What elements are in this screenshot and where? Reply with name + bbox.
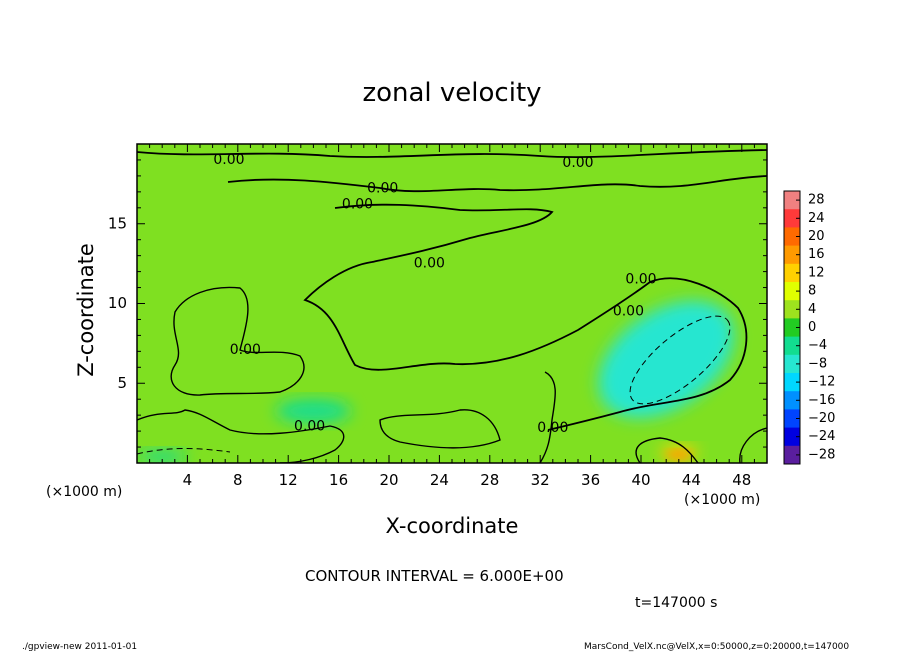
colorbar-label: 24 [808, 211, 825, 226]
contour-label: 0.00 [213, 152, 244, 168]
colorbar-swatch [784, 209, 800, 228]
x-axis-ticks: 4 8 12 16 20 24 28 32 36 40 44 48 [136, 144, 768, 489]
x-tick-label: 12 [279, 471, 298, 489]
footer-program: ./gpview-new 2011-01-01 [22, 642, 138, 652]
contour-label: 0.00 [562, 155, 593, 171]
x-tick-label: 24 [430, 471, 449, 489]
colorbar-label: 16 [808, 247, 825, 262]
contour-line [739, 427, 767, 463]
time-label: t=147000 s [635, 595, 718, 611]
x-tick-label: 40 [631, 471, 650, 489]
y-axis-ticks: 5 10 15 [108, 143, 767, 464]
field-region-core [665, 450, 693, 459]
field-region-negative [598, 300, 734, 418]
colorbar-swatch [784, 373, 800, 392]
colorbar-swatch [784, 227, 800, 247]
plot-area: 0.00 0.000.000.000.000.000.000.000.00 0.00 [137, 144, 767, 463]
colorbar-label: −28 [808, 447, 835, 462]
footer-source: MarsCond_VelX.nc@VelX,x=0:50000,z=0:2000… [584, 642, 850, 652]
x-tick-label: 28 [480, 471, 499, 489]
contour-lines [137, 149, 767, 463]
chart-title: zonal velocity [362, 78, 542, 108]
contour-line [635, 437, 699, 463]
colorbar-label: 0 [808, 320, 816, 335]
colorbar-swatch [784, 282, 800, 301]
colorbar-swatch [784, 445, 800, 465]
contour-label: 0.00 [625, 272, 656, 288]
contour-labels: 0.00 0.000.000.000.000.000.000.000.00 0.00 [213, 152, 656, 436]
colorbar-label: −24 [808, 429, 835, 444]
colorbar-swatch [784, 318, 800, 338]
contour-label: 0.00 [294, 418, 325, 434]
colorbar-swatch [784, 336, 800, 356]
colorbar-swatch [784, 263, 800, 283]
x-tick-label: 20 [379, 471, 398, 489]
colorbar-swatch [784, 427, 800, 447]
x-tick-label: 44 [682, 471, 701, 489]
contour-line [379, 409, 501, 449]
colorbar-label: −20 [808, 411, 835, 426]
colorbar-swatch [784, 245, 800, 265]
contour-label: 0.00 [613, 303, 644, 319]
x-axis-label: X-coordinate [385, 514, 519, 538]
colorbar-label: −4 [808, 338, 827, 353]
x-tick-label: 32 [531, 471, 550, 489]
x-unit-label-right: (×1000 m) [684, 492, 761, 508]
field-background [137, 144, 767, 463]
x-tick-label: 16 [329, 471, 348, 489]
colorbar-label: 20 [808, 229, 825, 244]
contour-label: 0.00 [367, 181, 398, 197]
contour-line [539, 371, 556, 463]
contour-line [137, 409, 345, 463]
colorbar-label: 28 [808, 193, 825, 208]
field-region-negative [275, 399, 352, 424]
y-tick-label: 15 [108, 214, 127, 232]
x-tick-label: 48 [732, 471, 751, 489]
contour-line [227, 175, 767, 193]
contour-label: 0.00 [414, 256, 445, 272]
colorbar-swatch [784, 191, 800, 210]
x-tick-label: 4 [183, 471, 193, 489]
colorbar-swatch [784, 391, 800, 410]
contour-label: 0.00 [342, 197, 373, 213]
colorbar-label: −16 [808, 393, 835, 408]
negative-contour [137, 448, 231, 455]
contour-line [303, 203, 748, 431]
colorbar-label: 12 [808, 265, 825, 280]
colorbar-swatch [784, 354, 800, 374]
y-tick-label: 5 [117, 374, 127, 392]
negative-contour [629, 315, 731, 405]
contour-label: 0.00 [537, 420, 568, 436]
contour-line [137, 149, 767, 159]
x-tick-label: 8 [233, 471, 243, 489]
contour-interval-text: CONTOUR INTERVAL = 6.000E+00 [305, 567, 564, 585]
contour-label: 0.00 [230, 342, 261, 358]
x-unit-label-left: (×1000 m) [46, 484, 123, 500]
colorbar-label: 4 [808, 302, 816, 317]
y-tick-label: 10 [108, 294, 127, 312]
colorbar-label: 8 [808, 284, 816, 299]
colorbar-label: −8 [808, 356, 827, 371]
colorbar-swatch [784, 409, 800, 429]
contour-line [170, 286, 305, 396]
colorbar-swatch [784, 300, 800, 319]
colorbar-label: −12 [808, 375, 835, 390]
colorbar: 28 24 20 16 12 8 4 0 −4 −8 −12 −16 −20 −24 −28 [783, 190, 835, 465]
x-tick-label: 36 [581, 471, 600, 489]
